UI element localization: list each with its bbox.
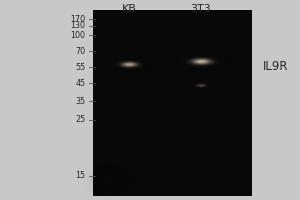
Text: 15: 15 [75,171,85,180]
Text: 100: 100 [70,30,86,40]
Text: IL9R: IL9R [262,60,288,73]
Text: 130: 130 [70,21,86,30]
Text: 170: 170 [70,15,86,23]
Text: KB: KB [122,4,136,14]
Text: 25: 25 [75,116,85,124]
Text: 3T3: 3T3 [190,4,212,14]
Text: 35: 35 [75,97,85,106]
Text: 45: 45 [75,78,85,88]
Text: 55: 55 [75,62,85,72]
Text: 70: 70 [75,46,85,55]
Bar [93,10,252,196]
